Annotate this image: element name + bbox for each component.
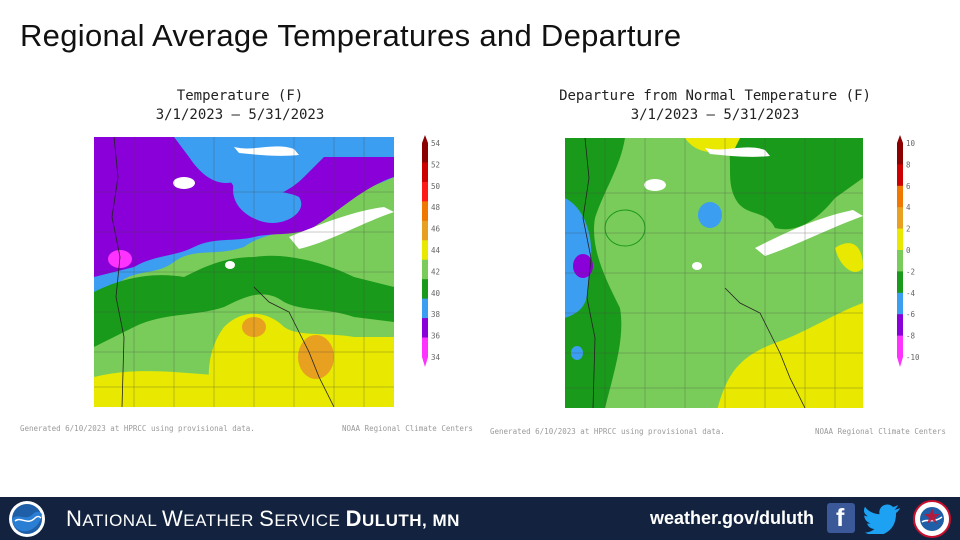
- legend-swatch: [422, 220, 428, 241]
- legend-arrow-top: [897, 135, 903, 143]
- legend-tick-label: 40: [431, 289, 441, 298]
- legend-tick-label: -8: [906, 332, 916, 341]
- legend-tick-label: -10: [906, 353, 920, 362]
- temperature-map-panel: Temperature (F) 3/1/2023 – 5/31/2023: [20, 85, 473, 445]
- departure-map: [565, 138, 863, 408]
- legend-tick-label: 44: [431, 246, 441, 255]
- legend-arrow-bottom: [897, 357, 903, 367]
- departure-map-title: Departure from Normal Temperature (F) 3/…: [490, 87, 940, 125]
- legend-tick-label: 54: [431, 139, 441, 148]
- legend-swatch: [897, 164, 903, 187]
- legend-swatch: [897, 335, 903, 358]
- legend-swatch: [422, 240, 428, 261]
- temperature-map-title-line1: Temperature (F): [176, 88, 304, 104]
- legend-swatch: [422, 181, 428, 202]
- legend-tick-label: 48: [431, 203, 441, 212]
- footer-bar: NATIONAL WEATHER SERVICE DULUTH, MN weat…: [0, 497, 960, 540]
- legend-swatch: [422, 318, 428, 339]
- legend-swatch: [422, 259, 428, 280]
- temperature-source-note: NOAA Regional Climate Centers: [342, 424, 473, 433]
- legend-swatch: [897, 207, 903, 230]
- legend-swatch: [422, 201, 428, 222]
- legend-tick-label: 46: [431, 225, 441, 234]
- legend-tick-label: 42: [431, 267, 440, 276]
- slide-title: Regional Average Temperatures and Depart…: [20, 18, 682, 53]
- legend-swatch: [897, 143, 903, 165]
- legend-tick-label: 0: [906, 246, 911, 255]
- legend-tick-label: 4: [906, 203, 911, 212]
- legend-arrow-top: [422, 135, 428, 143]
- departure-map-panel: Departure from Normal Temperature (F) 3/…: [490, 85, 950, 445]
- legend-swatch: [422, 298, 428, 319]
- legend-tick-label: -4: [906, 289, 916, 298]
- legend-arrow-bottom: [422, 357, 428, 367]
- legend-swatch: [422, 143, 428, 163]
- temperature-map: [94, 137, 394, 407]
- temperature-legend: 54 52 50 48 46 44 42 40 38 36 34: [422, 135, 441, 367]
- legend-tick-label: 50: [431, 182, 441, 191]
- legend-tick-label: 52: [431, 160, 440, 169]
- departure-legend: 10 8 6 4 2 0 -2 -4 -6 -8 -10: [897, 135, 920, 367]
- legend-tick-label: 8: [906, 160, 911, 169]
- legend-swatch: [897, 228, 903, 251]
- legend-swatch: [422, 162, 428, 183]
- temperature-generated-note: Generated 6/10/2023 at HPRCC using provi…: [20, 424, 255, 433]
- legend-tick-label: 10: [906, 139, 916, 148]
- departure-map-title-line2: 3/1/2023 – 5/31/2023: [630, 107, 800, 123]
- legend-tick-label: 36: [431, 332, 441, 341]
- legend-swatch: [422, 279, 428, 300]
- departure-generated-note: Generated 6/10/2023 at HPRCC using provi…: [490, 427, 725, 436]
- footer-org-name: NATIONAL WEATHER SERVICE DULUTH, MN: [66, 506, 460, 531]
- noaa-logo-icon[interactable]: [7, 500, 47, 538]
- legend-swatch: [422, 337, 428, 358]
- twitter-icon[interactable]: [864, 502, 900, 534]
- legend-swatch: [897, 250, 903, 272]
- legend-swatch: [897, 185, 903, 208]
- temperature-map-title: Temperature (F) 3/1/2023 – 5/31/2023: [20, 87, 460, 125]
- legend-swatch: [897, 292, 903, 315]
- footer-url-link[interactable]: weather.gov/duluth: [650, 508, 815, 528]
- nws-logo-icon[interactable]: [912, 500, 952, 538]
- legend-tick-label: -2: [906, 267, 915, 276]
- legend-tick-label: 6: [906, 182, 911, 191]
- departure-map-title-line1: Departure from Normal Temperature (F): [559, 88, 871, 104]
- legend-tick-label: 34: [431, 353, 441, 362]
- facebook-icon[interactable]: f: [827, 503, 855, 533]
- legend-swatch: [897, 314, 903, 337]
- legend-tick-label: -6: [906, 310, 916, 319]
- legend-tick-label: 38: [431, 310, 441, 319]
- legend-swatch: [897, 271, 903, 294]
- legend-tick-label: 2: [906, 225, 911, 234]
- temperature-map-title-line2: 3/1/2023 – 5/31/2023: [155, 107, 325, 123]
- departure-source-note: NOAA Regional Climate Centers: [815, 427, 946, 436]
